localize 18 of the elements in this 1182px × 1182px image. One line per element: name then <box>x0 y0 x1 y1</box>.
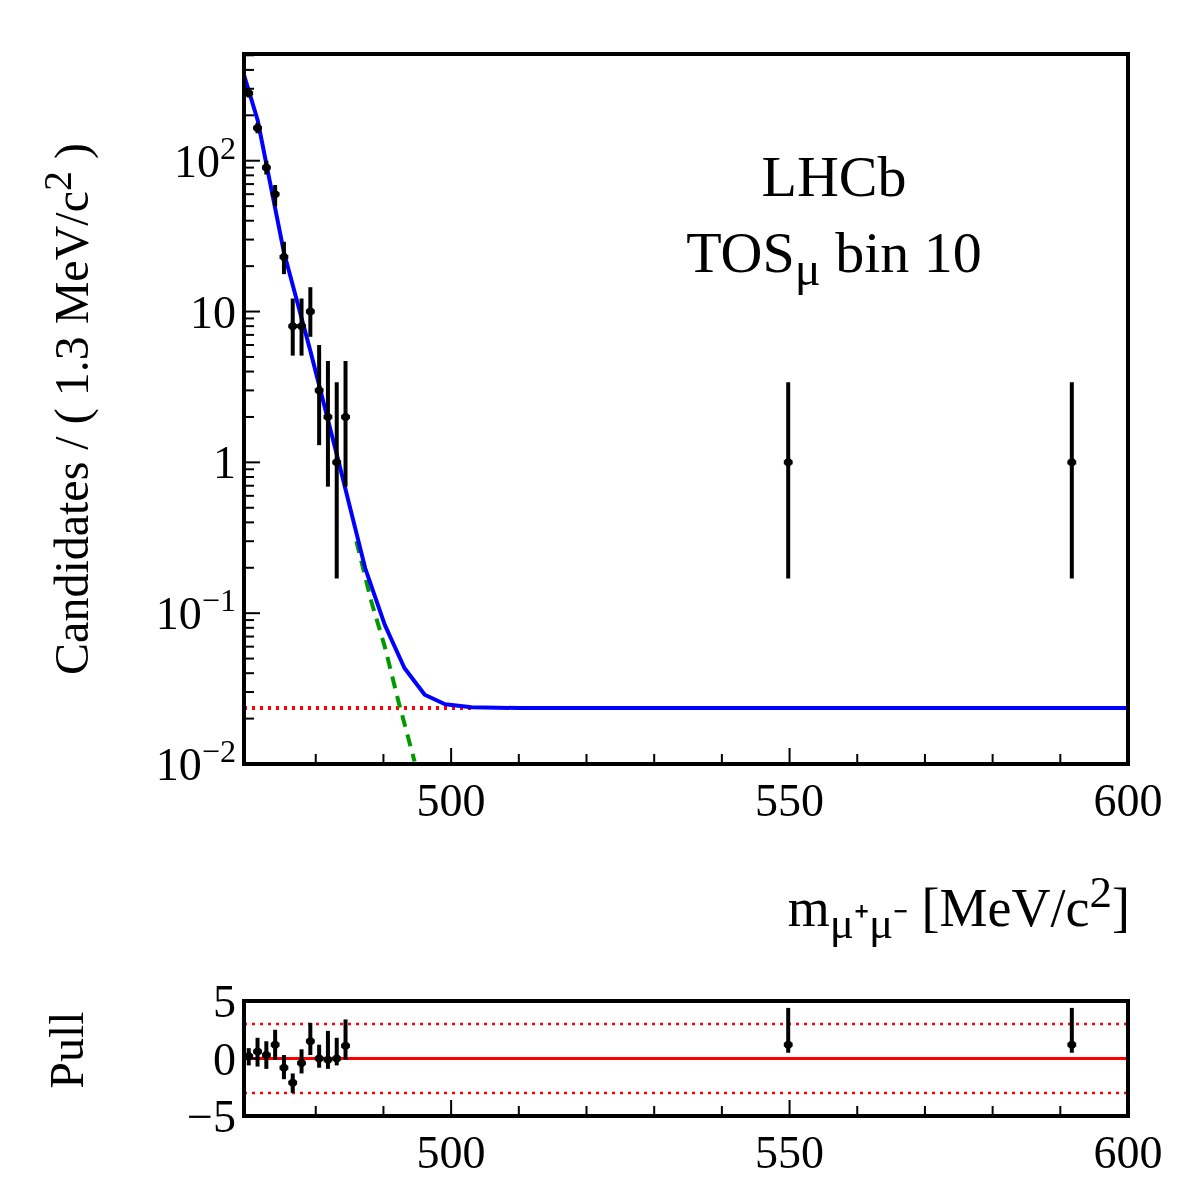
y-tick-label: 10$^{−1}$ <box>155 582 236 640</box>
y-tick-label: 5 <box>213 976 236 1027</box>
annotation: TOS$_{μ}$ bin 10 <box>686 219 982 296</box>
x-tick-label: 550 <box>755 775 825 826</box>
y-tick-label: 1 <box>213 437 236 489</box>
y-tick-label: −5 <box>187 1091 236 1142</box>
x-tick-label: 600 <box>1093 1127 1163 1178</box>
x-tick-label: 600 <box>1093 775 1163 826</box>
y-tick-label: 10$^{2}$ <box>173 129 236 187</box>
x-axis-title: m$_{μ⁺μ⁻}$ [MeV/c$^{2}$] <box>787 866 1130 950</box>
y-tick-label: 10 <box>190 286 236 338</box>
annotation: LHCb <box>761 143 907 210</box>
x-tick-label: 500 <box>416 1127 486 1178</box>
y-tick-label: 10$^{−2}$ <box>155 733 236 790</box>
y-tick-label: 0 <box>213 1033 236 1085</box>
x-tick-label: 500 <box>416 775 486 826</box>
x-tick-label: 550 <box>755 1127 825 1178</box>
y-axis-title: Pull <box>38 1011 94 1089</box>
